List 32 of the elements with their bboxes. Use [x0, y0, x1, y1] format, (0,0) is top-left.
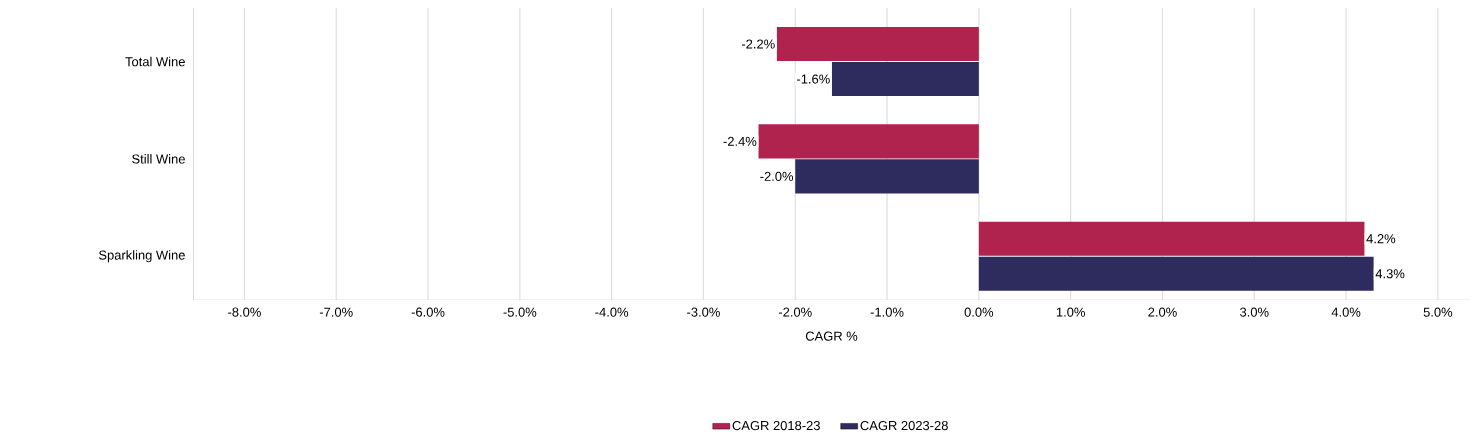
- y-tick-label: Still Wine: [132, 154, 185, 164]
- x-tick-label: -1.0%: [870, 307, 904, 317]
- data-label: -1.6%: [797, 74, 830, 84]
- data-label: 4.3%: [1375, 269, 1405, 279]
- x-tick-label: -2.0%: [778, 307, 812, 317]
- x-axis-title: CAGR %: [805, 331, 858, 341]
- data-label: -2.2%: [741, 39, 775, 49]
- x-tick-label: -7.0%: [319, 307, 353, 317]
- x-tick-label: 4.0%: [1331, 307, 1361, 317]
- x-tick-label: 0.0%: [964, 307, 994, 317]
- data-label: -2.4%: [723, 136, 757, 146]
- x-tick-label: 1.0%: [1056, 307, 1085, 317]
- bar: [776, 26, 979, 62]
- bar: [978, 221, 1365, 256]
- data-label: 4.2%: [1366, 234, 1396, 244]
- x-tick-label: 2.0%: [1148, 307, 1177, 317]
- bar: [795, 159, 979, 194]
- bar: [758, 124, 979, 159]
- x-tick-label: -5.0%: [503, 307, 537, 317]
- x-tick-label: 5.0%: [1423, 307, 1453, 317]
- x-tick-label: -3.0%: [687, 307, 720, 317]
- legend-label: CAGR 2018-23: [732, 420, 820, 431]
- bar: [978, 256, 1374, 291]
- x-tick-label: -8.0%: [228, 307, 261, 317]
- bar: [831, 62, 979, 97]
- x-tick-label: -4.0%: [595, 307, 629, 317]
- x-tick-label: -6.0%: [411, 307, 445, 317]
- legend-label: CAGR 2023-28: [860, 420, 948, 431]
- data-label: -2.0%: [760, 171, 794, 181]
- x-tick-label: 3.0%: [1240, 307, 1269, 317]
- y-tick-label: Sparkling Wine: [98, 250, 185, 263]
- y-tick-label: Total Wine: [125, 56, 185, 67]
